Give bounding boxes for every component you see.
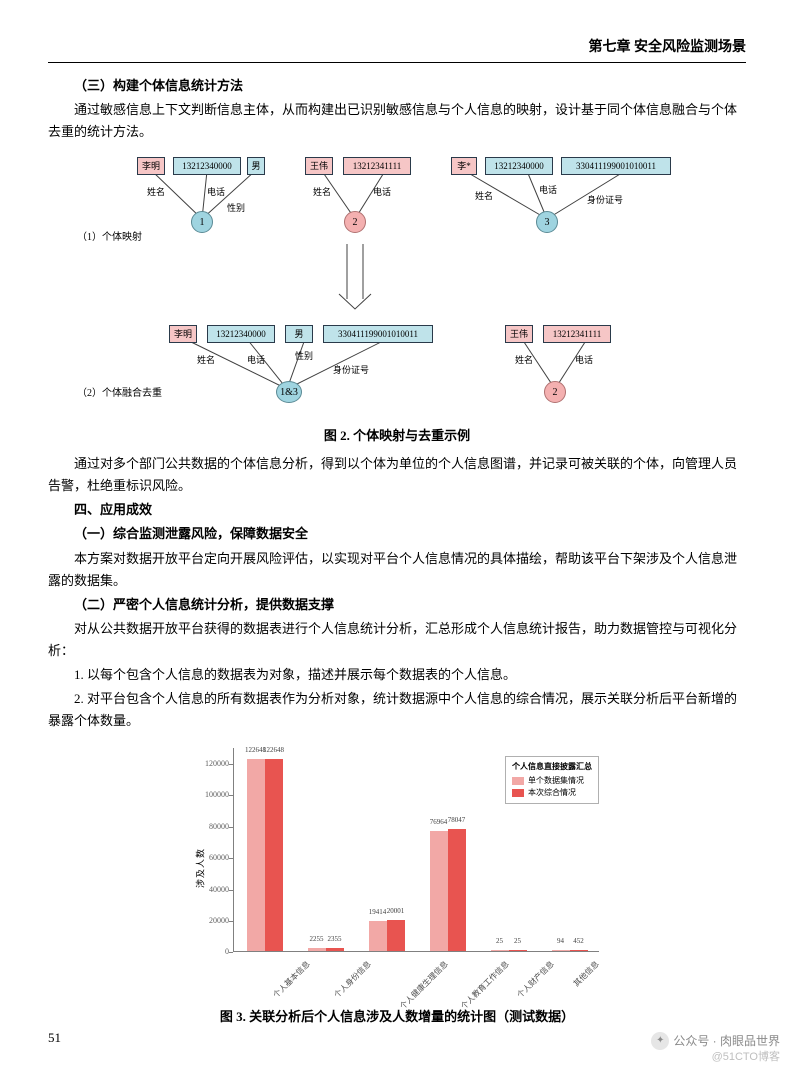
diag-edge-label: 姓名 <box>515 353 533 368</box>
diag-circle: 2 <box>344 211 366 233</box>
chart-xcat: 个人基本信息 <box>270 958 314 1002</box>
diag-circle: 3 <box>536 211 558 233</box>
chart-ytick: 40000 <box>195 883 229 897</box>
chart-ytick: 120000 <box>195 757 229 771</box>
diag-edge-label: 电话 <box>373 185 391 200</box>
wechat-icon: ✦ <box>651 1032 669 1050</box>
section-4-title: 四、应用成效 <box>48 499 746 521</box>
diagram-lines <box>77 149 717 419</box>
legend-item-2: 本次综合情况 <box>528 787 576 799</box>
diag-edge-label: 姓名 <box>313 185 331 200</box>
chart-bar <box>552 950 570 951</box>
post-fig2-para: 通过对多个部门公共数据的个体信息分析，得到以个体为单位的个人信息图谱，并记录可被… <box>48 453 746 497</box>
diag-box: 13212340000 <box>485 157 553 175</box>
chart-legend: 个人信息直接披露汇总 单个数据集情况 本次综合情况 <box>505 756 599 804</box>
diag-edge-label: 身份证号 <box>587 193 623 208</box>
chart-xcat: 个人财产信息 <box>514 958 558 1002</box>
chart-ytick: 0 <box>195 946 229 960</box>
section-4-1-title: （一）综合监测泄露风险，保障数据安全 <box>48 523 746 545</box>
diag-edge-label: 姓名 <box>197 353 215 368</box>
diag-edge-label: 姓名 <box>475 189 493 204</box>
chart-bar-value: 20001 <box>387 906 405 918</box>
diag-edge-label: 身份证号 <box>333 363 369 378</box>
section-4-2-title: （二）严密个人信息统计分析，提供数据支撑 <box>48 594 746 616</box>
section-4-1-body: 本方案对数据开放平台定向开展风险评估，以实现对平台个人信息情况的具体描绘，帮助该… <box>48 548 746 592</box>
chart-ytick: 100000 <box>195 789 229 803</box>
chart-ytick: 20000 <box>195 914 229 928</box>
diag-circle: 1&3 <box>276 381 302 403</box>
diag-box: 330411199001010011 <box>561 157 671 175</box>
diag-box: 王伟 <box>305 157 333 175</box>
diag-edge-label: 性别 <box>227 201 245 216</box>
diag-box: 13212341111 <box>543 325 611 343</box>
section-4-item-2: 2. 对平台包含个人信息的所有数据表作为分析对象，统计数据源中个人信息的综合情况… <box>48 688 746 732</box>
diag-edge-label: 电话 <box>247 353 265 368</box>
figure-2-diagram: 李明 13212340000 男 姓名 电话 性别 1 王伟 132123411… <box>77 149 717 419</box>
section-3-body: 通过敏感信息上下文判断信息主体，从而构建出已识别敏感信息与个人信息的映射，设计基… <box>48 99 746 143</box>
chart-ytick: 60000 <box>195 851 229 865</box>
diag-box: 330411199001010011 <box>323 325 433 343</box>
chart-ytick: 80000 <box>195 820 229 834</box>
diag-edge-label: 电话 <box>539 183 557 198</box>
diag-edge-label: 电话 <box>575 353 593 368</box>
legend-title: 个人信息直接披露汇总 <box>512 761 592 773</box>
diag-box: 13212340000 <box>173 157 241 175</box>
diag-edge-label: 电话 <box>207 185 225 200</box>
chart-bar <box>265 759 283 951</box>
diag-edge-label: 姓名 <box>147 185 165 200</box>
diag-box: 男 <box>247 157 265 175</box>
legend-item-1: 单个数据集情况 <box>528 775 584 787</box>
chart-bar-value: 2355 <box>328 934 342 946</box>
diag-side-label-2: （2）个体融合去重 <box>77 385 162 402</box>
section-4-item-1: 1. 以每个包含个人信息的数据表为对象，描述并展示每个数据表的个人信息。 <box>48 664 746 686</box>
chart-xcat: 个人教育工作信息 <box>457 958 512 1013</box>
diag-box: 李明 <box>137 157 165 175</box>
page-header: 第七章 安全风险监测场景 <box>48 36 746 63</box>
chart-bar <box>326 948 344 952</box>
chart-bar <box>247 759 265 951</box>
chart-bar <box>448 829 466 951</box>
diag-circle: 1 <box>191 211 213 233</box>
diag-box: 男 <box>285 325 313 343</box>
diag-side-label-1: （1）个体映射 <box>77 229 142 246</box>
chart-bar <box>369 921 387 951</box>
figure-3-chart: 涉及人数 12264812264822552355194142000176964… <box>177 738 617 998</box>
figure-3-caption: 图 3. 关联分析后个人信息涉及人数增量的统计图（测试数据） <box>48 1006 746 1028</box>
chart-bar <box>387 920 405 951</box>
chart-bar <box>509 950 527 951</box>
section-3-title: （三）构建个体信息统计方法 <box>48 75 746 97</box>
chart-bar-value: 78047 <box>448 815 466 827</box>
footer-watermark: @51CTO博客 <box>712 1048 780 1067</box>
chart-bar-value: 25 <box>514 936 521 948</box>
diag-box: 13212340000 <box>207 325 275 343</box>
chart-xcat: 个人健康生理信息 <box>396 958 451 1013</box>
chart-bar <box>570 950 588 951</box>
chart-bar-value: 19414 <box>369 907 387 919</box>
chart-bar <box>491 950 509 951</box>
diag-box: 李明 <box>169 325 197 343</box>
diag-box: 13212341111 <box>343 157 411 175</box>
diag-box: 李* <box>451 157 477 175</box>
chart-xcat: 其他信息 <box>570 958 602 990</box>
chart-bar-value: 94 <box>557 936 564 948</box>
chart-bar <box>430 831 448 952</box>
chart-bar-value: 2255 <box>310 934 324 946</box>
chart-bar-value: 122648 <box>263 745 284 757</box>
chart-bar-value: 25 <box>496 936 503 948</box>
section-4-2-body: 对从公共数据开放平台获得的数据表进行个人信息统计分析，汇总形成个人信息统计报告，… <box>48 618 746 662</box>
page-number: 51 <box>48 1027 61 1049</box>
diag-edge-label: 性别 <box>295 349 313 364</box>
chart-xcat: 个人身份信息 <box>331 958 375 1002</box>
chart-bar <box>308 948 326 952</box>
diag-circle: 2 <box>544 381 566 403</box>
chart-bar-value: 452 <box>573 936 584 948</box>
figure-2-caption: 图 2. 个体映射与去重示例 <box>48 425 746 447</box>
chart-bar-value: 76964 <box>430 817 448 829</box>
diag-box: 王伟 <box>505 325 533 343</box>
